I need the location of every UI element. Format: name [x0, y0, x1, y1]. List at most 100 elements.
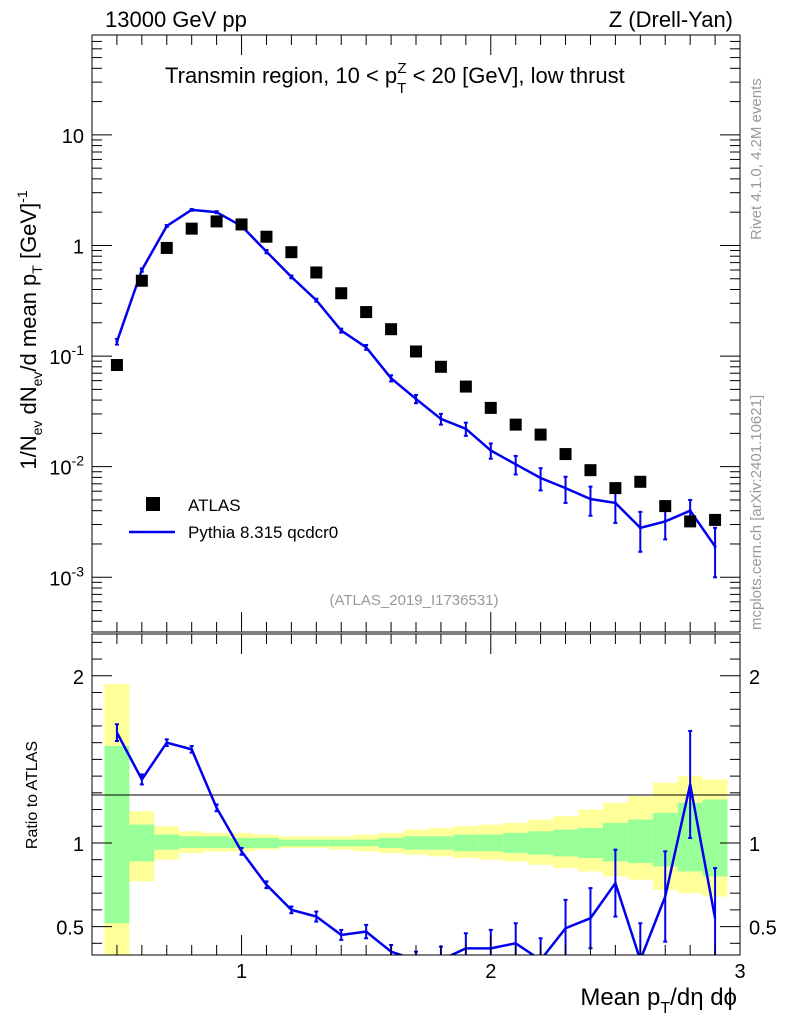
ratio-axis-ticks: 2 2 1 1 0.5 0.5 [56, 634, 777, 955]
pythia-point [140, 268, 144, 272]
atlas-point [709, 513, 722, 526]
ratio-bands [104, 684, 728, 955]
y-tick-label: 10-2 [49, 453, 84, 480]
atlas-point [310, 266, 323, 279]
pythia-point [339, 329, 343, 333]
ratio-band-inner [627, 819, 653, 864]
ratio-band-inner [553, 829, 578, 857]
y-axis-label-main: 1/Nev dNev/d mean pT [GeV]-1 [14, 190, 45, 470]
x-tick-labels: 1 2 3 [236, 961, 746, 983]
plot-title: Transmin region, 10 < pTZ < 20 [GeV], lo… [165, 60, 625, 97]
pythia-point [215, 210, 219, 214]
ratio-band-inner [328, 839, 354, 847]
legend-label-atlas: ATLAS [188, 496, 241, 515]
atlas-point [484, 401, 497, 414]
atlas-point [459, 380, 472, 393]
atlas-point [684, 515, 697, 528]
ratio-band-inner [403, 836, 429, 850]
y-axis-label-ratio: Ratio to ATLAS [24, 741, 41, 849]
main-panel: 10 1 10-1 10-2 10-3 [49, 34, 741, 633]
atlas-point [285, 246, 298, 259]
ratio-y-tick-label-left: 0.5 [56, 918, 84, 940]
atlas-point [659, 500, 672, 513]
main-data-layer [110, 207, 722, 579]
pythia-point [663, 519, 667, 523]
ratio-band-inner [503, 832, 529, 854]
atlas-point [534, 428, 547, 441]
ratio-band-inner [229, 837, 254, 848]
ratio-y-tick-label-left: 1 [73, 834, 84, 856]
pythia-point [613, 501, 617, 505]
ratio-band-inner [204, 836, 230, 848]
ratio-y-tick-label-right: 1 [749, 834, 760, 856]
atlas-point [210, 215, 223, 228]
ratio-band-inner [702, 799, 728, 877]
ratio-band-inner [378, 837, 404, 848]
ratio-band-inner [428, 836, 454, 850]
pythia-point [588, 497, 592, 501]
ratio-band-inner [303, 839, 329, 847]
atlas-point [385, 323, 398, 336]
ratio-band-inner [254, 837, 279, 848]
atlas-point [584, 464, 597, 477]
atlas-point [559, 448, 572, 461]
pythia-point [439, 417, 443, 421]
rivet-label: Rivet 4.1.0, 4.2M events [748, 78, 765, 240]
atlas-point [410, 345, 422, 358]
pythia-point [165, 224, 169, 228]
ratio-band-inner [478, 834, 504, 852]
x-tick-label: 2 [485, 961, 496, 983]
ratio-y-tick-label-right: 0.5 [749, 918, 777, 940]
atlas-point [360, 306, 373, 319]
y-tick-label: 1 [73, 236, 84, 258]
ratio-band-inner [104, 746, 130, 924]
atlas-point [260, 230, 273, 243]
ratio-band-inner [154, 834, 180, 850]
legend-label-pythia: Pythia 8.315 qcdcr0 [188, 523, 338, 542]
pythia-point [190, 208, 194, 212]
atlas-point [160, 241, 173, 254]
ratio-band-inner [129, 824, 155, 862]
ratio-band-inner [179, 836, 205, 848]
y-tick-label: 10-3 [49, 563, 84, 590]
pythia-point [364, 345, 368, 349]
analysis-id: (ATLAS_2019_I1736531) [329, 592, 498, 609]
pythia-point [314, 298, 318, 302]
ratio-band-inner [278, 839, 304, 847]
y-tick-label: 10-1 [49, 342, 84, 369]
pythia-point [688, 509, 692, 513]
pythia-point [289, 275, 293, 279]
pythia-point [489, 449, 493, 453]
atlas-point [135, 274, 148, 287]
pythia-point [115, 340, 119, 344]
ratio-band-inner [353, 839, 379, 847]
atlas-point [509, 418, 522, 431]
ratio-y-tick-label-right: 2 [749, 667, 760, 689]
y-tick-label: 10 [62, 126, 84, 148]
atlas-point [335, 287, 348, 300]
pythia-point [389, 376, 393, 380]
ratio-band-inner [453, 834, 479, 852]
header-left: 13000 GeV pp [105, 7, 247, 32]
x-axis-label: Mean pT/dη dϕ [580, 984, 737, 1017]
atlas-point [634, 475, 647, 488]
atlas-point [434, 360, 447, 373]
ratio-band-inner [528, 831, 554, 855]
main-frame [91, 34, 741, 633]
ratio-band-inner [578, 827, 603, 859]
pythia-point [713, 544, 717, 548]
pythia-point [638, 526, 642, 530]
legend: ATLAS Pythia 8.315 qcdcr0 [129, 496, 338, 542]
atlas-point [185, 222, 198, 235]
ratio-y-tick-label-left: 2 [73, 667, 84, 689]
pythia-point [514, 462, 518, 466]
legend-marker-atlas [146, 497, 160, 511]
source-label: mcplots.cern.ch [arXiv:2401.10621] [748, 395, 765, 630]
pythia-point [264, 250, 268, 254]
pythia-point [414, 397, 418, 401]
pythia-point [564, 486, 568, 490]
x-tick-label: 1 [236, 961, 247, 983]
atlas-point [235, 218, 248, 231]
pythia-point [539, 476, 543, 480]
